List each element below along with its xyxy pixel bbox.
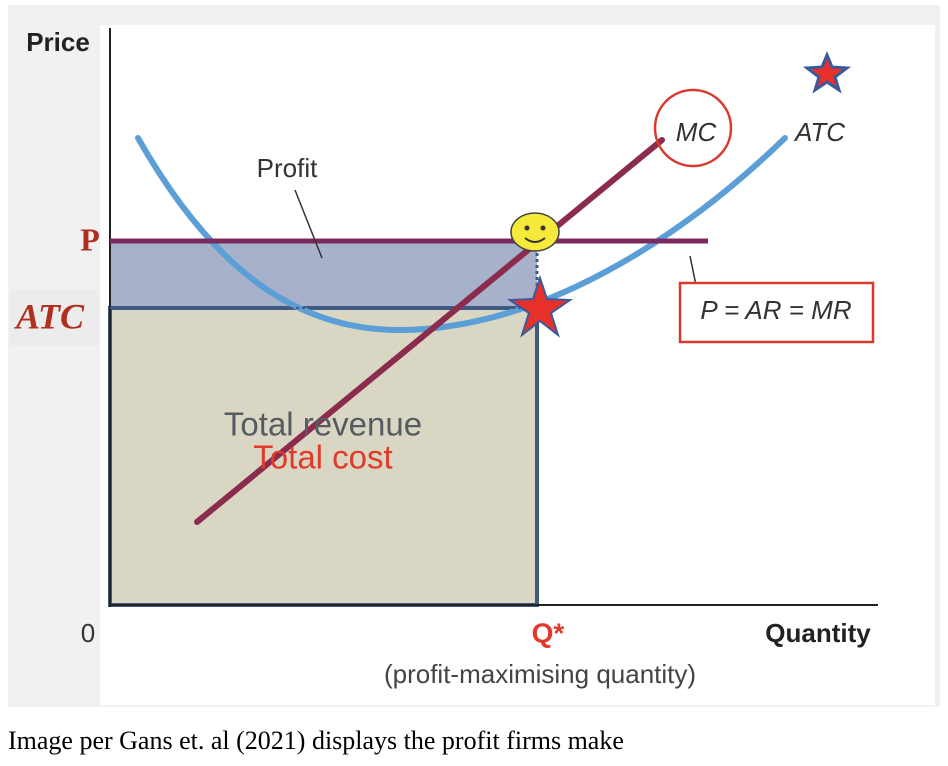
star (802, 51, 852, 94)
cost-area (108, 306, 539, 607)
profit-area (110, 241, 537, 308)
x-axis-label: Quantity (765, 618, 871, 648)
cost-label: Total cost (253, 439, 392, 476)
leader (294, 189, 323, 259)
atc-curve (135, 135, 788, 334)
price-label: P (80, 221, 100, 257)
mc-label: MC (676, 117, 717, 147)
smiley (510, 212, 560, 252)
revenue-label: Total revenue (224, 406, 422, 443)
label-bg (10, 290, 100, 346)
smiley-eye (524, 225, 530, 231)
q-note: (profit-maximising quantity) (384, 659, 696, 689)
smiley-mouth (524, 237, 546, 243)
origin-label: 0 (81, 618, 95, 648)
mr-label: P = AR = MR (700, 295, 851, 325)
atc-curve-label: ATC (793, 117, 845, 147)
smiley-eye (540, 225, 546, 231)
mc-curve (194, 137, 665, 525)
profit-label: Profit (257, 153, 318, 183)
mc-circle (653, 88, 733, 168)
q-label: Q* (532, 617, 565, 648)
caption: Image per Gans et. al (2021) displays th… (8, 726, 624, 755)
y-axis-label: Price (26, 27, 90, 57)
mr-box (678, 281, 875, 344)
atc-level-label: ATC (14, 296, 85, 336)
star (506, 274, 574, 338)
